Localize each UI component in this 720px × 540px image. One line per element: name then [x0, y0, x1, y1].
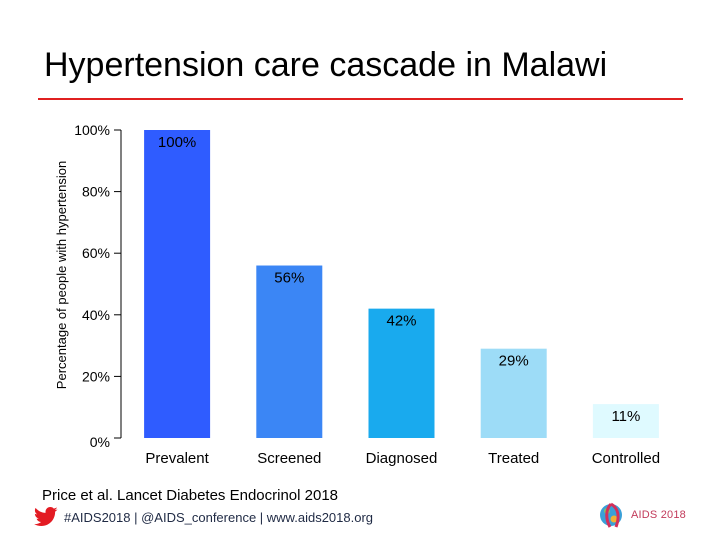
y-tick-label: 60%: [82, 245, 110, 261]
y-tick-label: 80%: [82, 184, 110, 200]
bar: [592, 404, 659, 438]
data-label: 56%: [274, 270, 304, 287]
slide-title: Hypertension care cascade in Malawi: [44, 46, 608, 84]
y-axis-title: Percentage of people with hypertension: [54, 161, 69, 389]
ribbon-globe-icon: [598, 500, 628, 530]
footer: #AIDS2018 | @AIDS_conference | www.aids2…: [33, 504, 374, 530]
category-label: Screened: [257, 450, 321, 467]
data-label: 29%: [499, 353, 529, 370]
title-divider: [38, 98, 683, 100]
logo-text: AIDS 2018: [631, 509, 687, 521]
data-label: 42%: [386, 313, 416, 330]
data-label: 11%: [611, 408, 640, 425]
category-label: Treated: [488, 450, 539, 467]
category-label: Controlled: [592, 450, 660, 467]
citation: Price et al. Lancet Diabetes Endocrinol …: [42, 487, 339, 504]
footer-links: #AIDS2018 | @AIDS_conference | www.aids2…: [64, 509, 374, 525]
category-label: Diagnosed: [366, 450, 438, 467]
bar: [144, 130, 211, 438]
data-label: 100%: [158, 134, 196, 151]
bar: [480, 348, 547, 438]
category-label: Prevalent: [145, 450, 209, 467]
bar: [368, 308, 435, 438]
bar: [256, 265, 323, 438]
y-tick-label: 40%: [82, 307, 110, 323]
twitter-icon: [33, 506, 58, 528]
y-tick-label: 100%: [74, 122, 110, 138]
y-tick-label: 0%: [90, 434, 110, 450]
y-tick-label: 20%: [82, 368, 110, 384]
conference-logo: AIDS 2018: [598, 498, 688, 532]
